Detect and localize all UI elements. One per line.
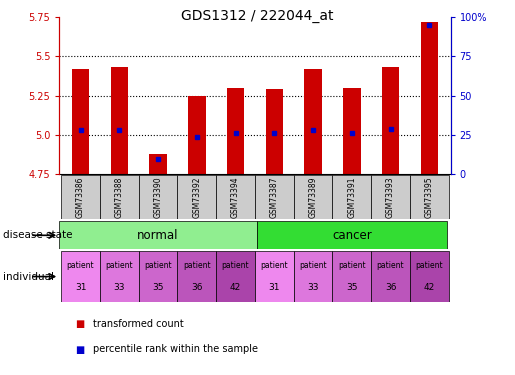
Bar	[266, 89, 283, 174]
Bar	[343, 88, 360, 174]
Bar	[227, 88, 244, 174]
Bar	[371, 175, 410, 219]
Text: patient: patient	[416, 261, 443, 270]
Bar	[294, 251, 332, 302]
Text: ■: ■	[75, 320, 84, 329]
Text: GSM73393: GSM73393	[386, 177, 395, 218]
Text: GSM73390: GSM73390	[153, 177, 163, 218]
Text: GDS1312 / 222044_at: GDS1312 / 222044_at	[181, 9, 334, 23]
Text: ■: ■	[75, 345, 84, 354]
Text: 42: 42	[230, 283, 241, 292]
Bar	[139, 175, 178, 219]
Text: patient: patient	[299, 261, 327, 270]
Text: 42: 42	[424, 283, 435, 292]
Text: patient: patient	[67, 261, 94, 270]
Text: patient: patient	[377, 261, 404, 270]
Text: GSM73387: GSM73387	[270, 177, 279, 218]
Text: patient: patient	[261, 261, 288, 270]
Bar	[61, 175, 100, 219]
Text: 33: 33	[113, 283, 125, 292]
Bar	[332, 175, 371, 219]
Text: 33: 33	[307, 283, 319, 292]
Bar	[410, 251, 449, 302]
Bar	[294, 175, 332, 219]
Bar	[421, 22, 438, 174]
Bar	[332, 251, 371, 302]
Text: individual: individual	[3, 272, 54, 282]
Text: GSM73394: GSM73394	[231, 177, 240, 218]
Bar	[111, 67, 128, 174]
Text: 31: 31	[268, 283, 280, 292]
Text: normal: normal	[138, 229, 179, 242]
Text: patient: patient	[338, 261, 366, 270]
Bar	[255, 175, 294, 219]
Text: patient: patient	[183, 261, 211, 270]
Text: 35: 35	[152, 283, 164, 292]
Bar	[371, 251, 410, 302]
Text: GSM73395: GSM73395	[425, 177, 434, 218]
Bar	[59, 221, 257, 249]
Bar	[149, 154, 167, 174]
Text: GSM73388: GSM73388	[115, 177, 124, 218]
Text: GSM73389: GSM73389	[308, 177, 318, 218]
Text: GSM73391: GSM73391	[347, 177, 356, 218]
Text: GSM73386: GSM73386	[76, 177, 85, 218]
Bar	[216, 251, 255, 302]
Bar	[304, 69, 322, 174]
Bar	[410, 175, 449, 219]
Bar	[257, 221, 447, 249]
Bar	[178, 251, 216, 302]
Text: percentile rank within the sample: percentile rank within the sample	[93, 345, 258, 354]
Text: 31: 31	[75, 283, 87, 292]
Bar	[61, 251, 100, 302]
Bar	[382, 67, 399, 174]
Bar	[178, 175, 216, 219]
Text: patient: patient	[106, 261, 133, 270]
Bar	[139, 251, 178, 302]
Text: GSM73392: GSM73392	[192, 177, 201, 218]
Bar	[188, 96, 205, 174]
Text: patient: patient	[222, 261, 249, 270]
Bar	[72, 69, 89, 174]
Text: 35: 35	[346, 283, 357, 292]
Bar	[100, 175, 139, 219]
Text: patient: patient	[144, 261, 172, 270]
Bar	[100, 251, 139, 302]
Text: 36: 36	[191, 283, 202, 292]
Bar	[255, 251, 294, 302]
Text: 36: 36	[385, 283, 397, 292]
Text: cancer: cancer	[332, 229, 372, 242]
Text: transformed count: transformed count	[93, 320, 183, 329]
Text: disease state: disease state	[3, 230, 72, 240]
Bar	[216, 175, 255, 219]
